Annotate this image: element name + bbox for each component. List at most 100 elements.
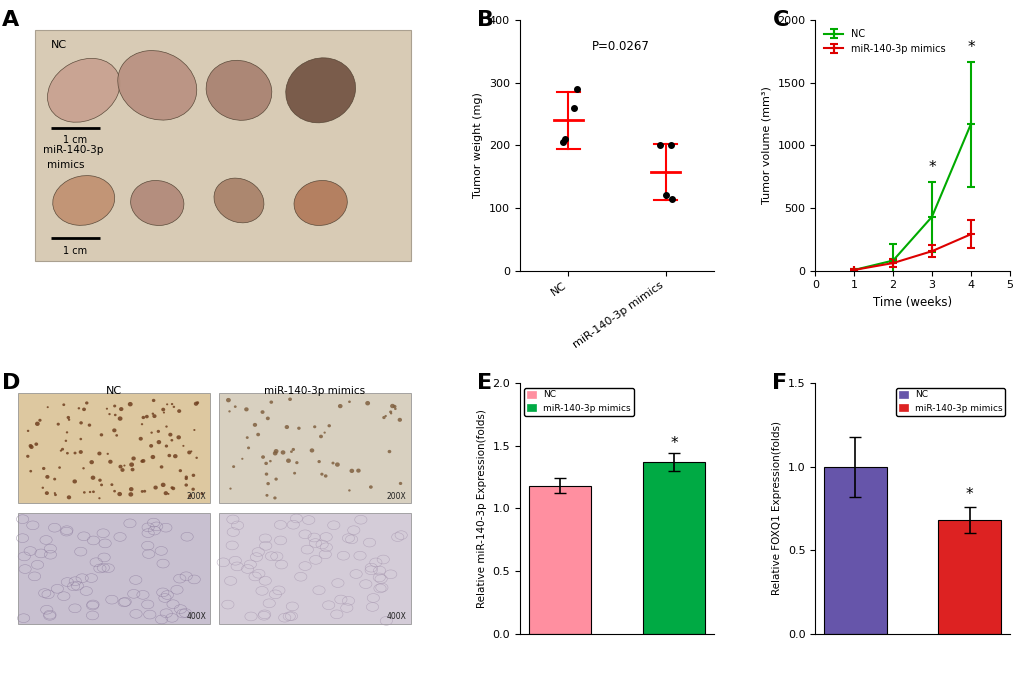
Ellipse shape	[397, 418, 401, 422]
Bar	[937, 520, 1000, 634]
Ellipse shape	[184, 475, 187, 479]
Ellipse shape	[152, 415, 156, 418]
Bar	[218, 514, 410, 623]
Text: *: *	[927, 160, 934, 175]
Ellipse shape	[214, 178, 264, 223]
Ellipse shape	[157, 440, 161, 444]
Text: NC: NC	[51, 40, 67, 51]
Ellipse shape	[273, 496, 276, 499]
Ellipse shape	[317, 460, 321, 463]
Ellipse shape	[149, 444, 153, 448]
Ellipse shape	[100, 433, 103, 437]
Y-axis label: Relative FOXQ1 Expression(folds): Relative FOXQ1 Expression(folds)	[771, 421, 782, 595]
Ellipse shape	[323, 431, 325, 433]
Ellipse shape	[265, 494, 268, 497]
Ellipse shape	[170, 486, 173, 489]
Ellipse shape	[178, 469, 181, 472]
Text: miR-140-3p: miR-140-3p	[43, 146, 103, 156]
Ellipse shape	[66, 416, 70, 419]
Text: mimics: mimics	[47, 160, 85, 171]
Text: *: *	[966, 40, 974, 55]
Ellipse shape	[26, 430, 30, 432]
Ellipse shape	[269, 460, 271, 462]
Ellipse shape	[26, 455, 30, 458]
Ellipse shape	[67, 419, 70, 421]
Ellipse shape	[45, 491, 49, 495]
Ellipse shape	[177, 409, 181, 413]
Y-axis label: Tumor volume (mm³): Tumor volume (mm³)	[761, 86, 771, 204]
Ellipse shape	[145, 415, 149, 419]
Ellipse shape	[161, 483, 165, 487]
Ellipse shape	[280, 450, 285, 455]
Ellipse shape	[58, 466, 61, 469]
Ellipse shape	[182, 445, 184, 447]
Ellipse shape	[389, 412, 392, 415]
Ellipse shape	[388, 410, 392, 413]
Text: D: D	[2, 373, 20, 393]
Ellipse shape	[269, 400, 273, 404]
Legend: NC, miR-140-3p mimics: NC, miR-140-3p mimics	[895, 388, 1005, 416]
Ellipse shape	[66, 452, 68, 454]
Bar	[18, 514, 210, 623]
Ellipse shape	[97, 452, 102, 456]
Ellipse shape	[130, 468, 135, 471]
Ellipse shape	[142, 416, 145, 419]
Ellipse shape	[30, 445, 34, 449]
Ellipse shape	[387, 450, 391, 453]
Ellipse shape	[47, 406, 49, 408]
Ellipse shape	[61, 448, 64, 451]
Ellipse shape	[62, 403, 65, 406]
Ellipse shape	[229, 487, 231, 490]
Ellipse shape	[100, 483, 103, 486]
Ellipse shape	[382, 416, 385, 419]
Ellipse shape	[232, 465, 235, 468]
Ellipse shape	[201, 492, 204, 495]
Text: 1 cm: 1 cm	[63, 245, 88, 255]
Ellipse shape	[187, 450, 192, 454]
Bar	[528, 486, 591, 634]
Text: 400X: 400X	[186, 612, 206, 621]
Ellipse shape	[42, 487, 44, 489]
Ellipse shape	[273, 449, 278, 454]
Ellipse shape	[244, 407, 249, 411]
Ellipse shape	[143, 490, 146, 493]
Ellipse shape	[66, 495, 71, 499]
Ellipse shape	[246, 436, 249, 439]
Ellipse shape	[389, 404, 394, 408]
Ellipse shape	[113, 404, 116, 407]
Ellipse shape	[176, 435, 180, 439]
Ellipse shape	[331, 462, 334, 464]
Ellipse shape	[151, 455, 155, 459]
Ellipse shape	[240, 458, 244, 460]
Ellipse shape	[141, 460, 144, 463]
Ellipse shape	[293, 181, 346, 226]
Ellipse shape	[110, 483, 113, 486]
Ellipse shape	[106, 453, 109, 455]
Ellipse shape	[196, 401, 199, 404]
Y-axis label: Tumor weight (mg): Tumor weight (mg)	[473, 92, 483, 198]
Ellipse shape	[53, 478, 56, 481]
Ellipse shape	[171, 403, 173, 405]
Ellipse shape	[260, 410, 264, 414]
Ellipse shape	[53, 176, 114, 225]
Ellipse shape	[285, 458, 290, 463]
Ellipse shape	[168, 433, 172, 437]
Ellipse shape	[184, 483, 187, 487]
Ellipse shape	[82, 408, 86, 411]
Text: miR-140-3p mimics: miR-140-3p mimics	[264, 386, 365, 396]
Ellipse shape	[194, 402, 198, 406]
Ellipse shape	[347, 400, 351, 403]
Ellipse shape	[128, 492, 133, 497]
Ellipse shape	[166, 403, 168, 405]
Ellipse shape	[89, 491, 92, 493]
Ellipse shape	[64, 439, 67, 442]
Ellipse shape	[115, 434, 118, 437]
Ellipse shape	[83, 467, 85, 470]
Ellipse shape	[79, 438, 83, 440]
Text: A: A	[2, 10, 19, 30]
Ellipse shape	[141, 459, 146, 463]
Ellipse shape	[289, 450, 292, 453]
Ellipse shape	[167, 454, 171, 457]
Text: B: B	[477, 10, 493, 30]
Bar	[642, 462, 705, 634]
